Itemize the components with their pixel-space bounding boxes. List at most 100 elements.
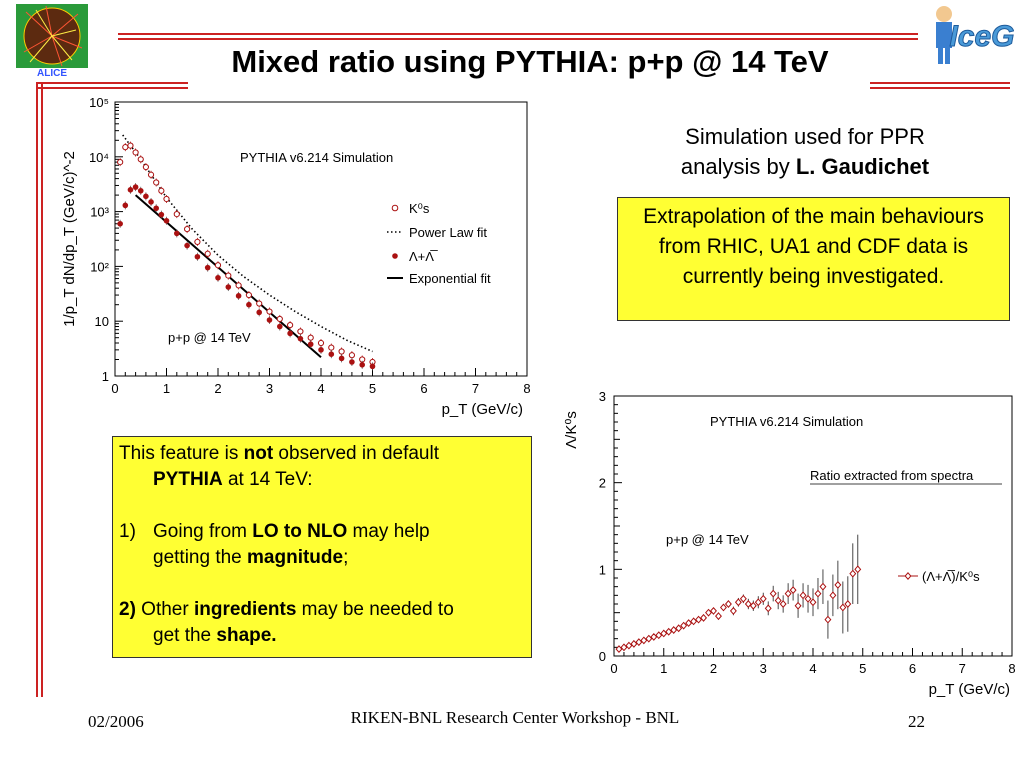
ratio-point <box>779 600 787 608</box>
k0s-point <box>132 149 139 156</box>
k0s-point <box>297 328 304 335</box>
list-item-1: 1) Going from LO to NLO may help <box>119 519 525 545</box>
iceg-logo-text: IceG <box>949 20 1014 53</box>
k0s-point <box>127 142 134 149</box>
ratio-point <box>645 634 653 643</box>
lambda-point <box>246 301 252 308</box>
x-tick-label: 3 <box>760 661 767 676</box>
ratio-chart: 0 1 2 3 4 5 6 7 8 0 1 2 3 p_T (GeV/c) Λ/K⁰s PYTHIA v6.2… <box>563 389 1016 698</box>
legend-k0s-label: K⁰s <box>409 201 430 216</box>
k0s-point <box>122 144 129 151</box>
ratio-point <box>670 626 678 634</box>
k0s-point <box>235 282 242 289</box>
intro-c: observed in default <box>273 443 439 464</box>
lambda-point <box>338 355 345 362</box>
x-tick-label: 8 <box>1008 661 1015 676</box>
legend-lambda-marker <box>392 253 398 259</box>
note-prefix: analysis by <box>680 154 796 179</box>
list-item-2-cont: get the shape. <box>119 623 525 649</box>
lambda-point <box>137 187 144 194</box>
header-rule-left <box>38 82 188 84</box>
k0s-point <box>276 315 283 323</box>
x-tick-label: 2 <box>710 661 717 676</box>
ratio-point <box>744 600 752 608</box>
item2-c: may be needed to <box>296 599 454 620</box>
lambda-point <box>117 220 123 227</box>
k0s-point <box>245 291 252 299</box>
k0s-point <box>338 348 345 355</box>
y-tick-label: 1 <box>599 562 606 577</box>
ratio-point <box>809 598 817 607</box>
ratio-point <box>739 594 747 603</box>
lambda-point <box>132 184 139 190</box>
legend-ratio-label: (Λ+Λ̅)/K⁰s <box>922 569 980 584</box>
spectra-annotation: p+p @ 14 TeV <box>168 330 251 345</box>
k0s-point <box>348 352 355 359</box>
iceg-logo-graphic: IceG <box>936 6 1015 64</box>
ratio-point <box>784 589 792 598</box>
ratio-point <box>685 619 693 628</box>
y-tick-label: 10² <box>90 259 109 274</box>
ratio-point <box>675 624 683 633</box>
ratio-point <box>705 608 712 617</box>
ratio-point <box>660 629 668 638</box>
y-tick-label: 10⁵ <box>89 95 109 110</box>
ratio-point <box>734 598 742 607</box>
extrapolation-box: Extrapolation of the main behaviours fro… <box>617 197 1010 321</box>
x-tick-label: 4 <box>809 661 816 676</box>
k0s-point <box>173 211 180 218</box>
x-tick-label: 6 <box>909 661 916 676</box>
ratio-point <box>774 596 782 605</box>
y-tick-label: 2 <box>599 476 606 491</box>
item2-number: 2) <box>119 599 136 620</box>
page-title: Mixed ratio using PYTHIA: p+p @ 14 TeV <box>231 44 829 79</box>
feature-box: This feature is not observed in default … <box>112 436 532 658</box>
header-rule-top <box>118 33 918 35</box>
ratio-point <box>834 580 842 589</box>
footer-center: RIKEN-BNL Research Center Workshop - BNL <box>350 708 680 727</box>
item1-e: magnitude <box>247 547 344 568</box>
feature-intro: This feature is not observed in default <box>119 441 525 467</box>
k0s-point <box>194 238 201 245</box>
item1-number: 1) <box>119 521 136 542</box>
item2-b: ingredients <box>193 599 297 620</box>
x-tick-label: 0 <box>610 661 617 676</box>
list-item-2: 2) Other ingredients may be needed to <box>119 597 525 623</box>
ratio-point <box>625 641 633 650</box>
k0s-point <box>225 272 232 279</box>
k0s-point <box>256 300 263 307</box>
ratio-point <box>769 589 777 598</box>
ratio-plot-frame <box>613 395 1013 657</box>
lambda-point <box>256 309 262 316</box>
ratio-point <box>804 594 812 603</box>
k0s-point <box>214 262 222 269</box>
y-tick-label: 10⁴ <box>89 150 109 165</box>
legend-exp-label: Exponential fit <box>409 271 491 286</box>
item1-b: LO to NLO <box>252 521 348 542</box>
k0s-point <box>204 250 211 257</box>
ratio-point <box>690 617 698 626</box>
ratio-subtitle: Ratio extracted from spectra <box>810 468 974 483</box>
ratio-point <box>764 604 772 613</box>
intro-pythia: PYTHIA <box>153 469 223 490</box>
alice-logo-graphic: ALICE <box>16 4 88 79</box>
x-tick-label: 1 <box>660 661 667 676</box>
ratio-point <box>844 600 852 608</box>
lambda-point <box>277 323 283 330</box>
lambda-point <box>328 351 335 357</box>
lambda-point <box>225 284 232 290</box>
legend-k0s-marker <box>391 204 399 212</box>
item1-f: ; <box>343 547 349 568</box>
k0s-point <box>287 321 294 329</box>
x-tick-label: 5 <box>369 381 376 396</box>
left-rule-2 <box>41 82 43 697</box>
item2-e: shape. <box>216 625 277 646</box>
spectra-title: PYTHIA v6.214 Simulation <box>240 150 393 165</box>
k0s-point <box>137 156 144 163</box>
note-line-2: analysis by L. Gaudichet <box>655 152 955 182</box>
ratio-point <box>789 586 797 595</box>
ratio-point <box>799 591 807 600</box>
footer-page-number: 22 <box>908 712 925 731</box>
k0s-point <box>142 163 150 171</box>
